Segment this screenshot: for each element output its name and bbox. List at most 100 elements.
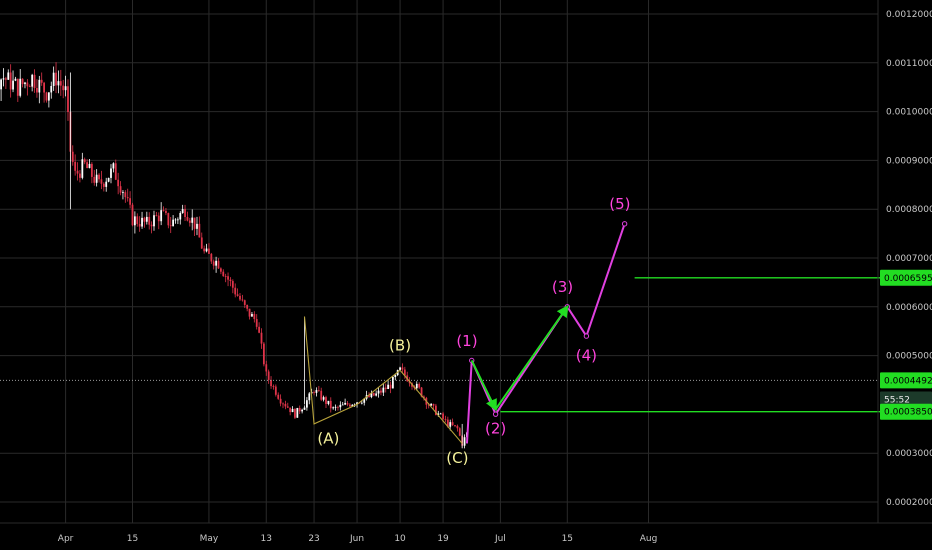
wave-label: (C) [446, 449, 468, 467]
candle-body [418, 383, 421, 388]
candle-body [150, 224, 153, 227]
candle-body [348, 404, 351, 407]
candle-body [303, 407, 306, 410]
candle-body [229, 279, 232, 282]
price-tag-label: 0.0003850 [884, 408, 932, 418]
x-tick-label: Apr [58, 534, 74, 544]
y-tick-label: 0.0005000 [886, 352, 932, 362]
candle-body [380, 390, 382, 393]
candle-body [329, 400, 332, 409]
x-tick-label: 10 [394, 534, 406, 544]
candle-body [372, 392, 375, 396]
candle-body [272, 386, 275, 387]
candle-body [255, 319, 258, 327]
candle-body [325, 397, 327, 404]
y-tick-label: 0.0009000 [886, 156, 932, 166]
candle-body [212, 261, 215, 266]
candle-body [243, 300, 246, 305]
candle-body [124, 192, 127, 198]
candle-body [308, 393, 311, 401]
candle-body [169, 225, 172, 227]
candle-body [317, 390, 320, 391]
candle-body [356, 402, 358, 405]
wave-label: (3) [552, 278, 573, 296]
y-tick-label: 0.0012000 [886, 10, 932, 20]
candle-body [391, 376, 394, 389]
candle-body [40, 79, 43, 83]
candle-body [430, 403, 433, 406]
candle-body [217, 260, 220, 269]
candle-body [203, 248, 206, 252]
time-axis[interactable]: Apr 15 May 13 23 Jun 10 19 Jul 15 Aug [58, 534, 657, 544]
impulse-wave-line [465, 223, 626, 444]
candle-body [434, 405, 437, 415]
price-tag-box [880, 269, 932, 286]
candle-body [291, 408, 294, 413]
candle-body [236, 294, 239, 296]
candle-body [289, 407, 292, 413]
candle-body [387, 384, 390, 390]
candle-body [57, 81, 60, 86]
price-tag-label: 0.0006595 [884, 274, 932, 284]
price-tag-box [880, 372, 932, 389]
candle-body [112, 163, 115, 169]
candle-body [456, 425, 459, 429]
candle-body [133, 216, 136, 226]
candle-body [260, 332, 263, 344]
candle-body [110, 168, 112, 178]
candle-body [86, 162, 89, 169]
candle-body [98, 174, 100, 180]
candle-body [162, 210, 165, 211]
candle-body [282, 403, 284, 405]
candle-body [148, 216, 151, 225]
impulse-pivot [583, 333, 590, 339]
candle-body [339, 404, 342, 408]
candle-body [188, 220, 191, 223]
x-tick-label: 19 [437, 534, 449, 544]
candle-body [119, 186, 122, 193]
candle-body [172, 219, 175, 227]
candle-body [449, 422, 452, 427]
candle-body [274, 386, 277, 395]
x-tick-label: 13 [261, 534, 272, 544]
candle-body [186, 217, 189, 221]
candle-body [241, 299, 244, 301]
candle-body [21, 78, 24, 85]
candle-body [394, 375, 397, 377]
candle-body [50, 86, 53, 93]
candle-body [334, 406, 337, 408]
candle-body [258, 326, 261, 333]
candle-body [62, 85, 65, 91]
candle-body [157, 215, 160, 222]
candle-body [36, 88, 38, 93]
candle-body [377, 390, 380, 394]
candle-body [81, 159, 84, 178]
candle-body [399, 367, 401, 371]
candle-body [215, 260, 218, 266]
candle-body [67, 86, 69, 112]
candle-body [76, 170, 79, 174]
candle-body [19, 78, 22, 96]
candle-body [360, 402, 363, 404]
candle-body [337, 406, 339, 408]
candle-body [322, 397, 325, 400]
candle-body [16, 78, 19, 96]
y-tick-label: 0.0003000 [886, 449, 932, 459]
candle-body [131, 204, 134, 226]
candle-body [210, 253, 213, 262]
candle-body [14, 78, 17, 81]
candle-body [446, 419, 449, 427]
candle-body [47, 92, 50, 101]
candle-body [167, 213, 170, 226]
candle-body [138, 223, 141, 227]
wave-label: (B) [389, 337, 411, 355]
price-tag-label: 0.0004492 [884, 376, 932, 386]
candle-body [196, 223, 198, 229]
candle-body [179, 213, 182, 220]
candle-body [165, 210, 167, 214]
candle-body [344, 402, 347, 405]
candle-body [129, 198, 132, 205]
candle-body [55, 72, 57, 86]
candle-body [176, 219, 179, 221]
